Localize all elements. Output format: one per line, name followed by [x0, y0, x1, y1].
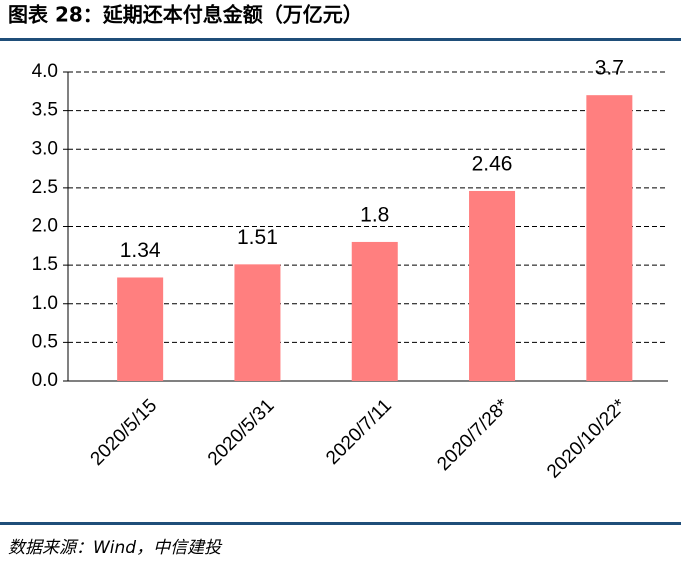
x-tick-label: 2020/5/31: [204, 395, 279, 470]
x-tick-label: 2020/10/22*: [543, 395, 631, 483]
chart-title: 图表 28：延期还本付息金额（万亿元）: [8, 3, 363, 27]
bar: [351, 241, 398, 381]
bar: [469, 190, 516, 381]
data-label: 2.46: [472, 153, 513, 176]
y-tick-label: 1.5: [32, 254, 58, 275]
data-label: 1.8: [360, 203, 389, 226]
y-tick-label: 1.0: [32, 293, 58, 314]
data-label: 3.7: [595, 57, 624, 80]
y-tick-label: 0.5: [32, 331, 58, 352]
footer-rule: [0, 522, 681, 525]
x-tick-label: 2020/7/11: [322, 395, 396, 469]
y-tick-label: 4.0: [32, 61, 58, 82]
source-note: 数据来源：Wind，中信建投: [8, 538, 223, 558]
y-tick-label: 2.0: [32, 216, 58, 237]
x-tick-label: 2020/7/28*: [433, 395, 513, 475]
y-tick-label: 0.0: [32, 370, 58, 391]
data-label: 1.51: [237, 226, 278, 249]
y-tick-label: 3.5: [32, 100, 58, 121]
x-tick-label: 2020/5/15: [87, 395, 162, 470]
y-tick-label: 3.0: [32, 138, 58, 159]
data-label: 1.34: [120, 239, 161, 262]
header-rule: [0, 38, 681, 41]
y-tick-label: 2.5: [32, 177, 58, 198]
bar: [117, 277, 164, 381]
bar: [234, 264, 281, 381]
bar: [586, 95, 633, 382]
